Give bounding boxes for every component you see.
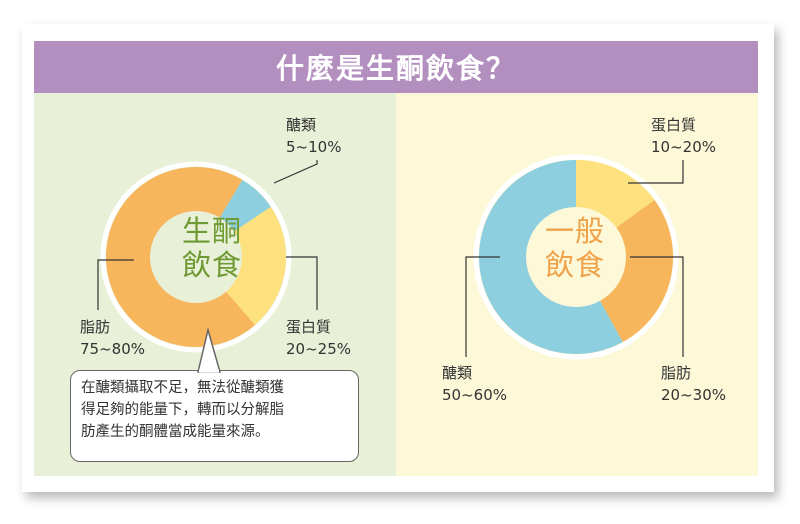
- keto-protein-label: 蛋白質 20~25%: [286, 318, 351, 358]
- note-text: 在醣類攝取不足，無法從醣類獲 得足夠的能量下，轉而以分解脂 肪產生的酮體當成能量…: [81, 380, 284, 440]
- donut-slice: [106, 167, 256, 348]
- leader-line: [630, 256, 684, 357]
- leader-line: [628, 160, 684, 184]
- leader-line: [286, 256, 318, 310]
- normal-fat-label: 脂肪 20~30%: [661, 364, 726, 404]
- keto-fat-label: 脂肪 75~80%: [80, 318, 145, 358]
- normal-center-label: 一般 飲食: [544, 214, 605, 282]
- donut-slice: [576, 160, 655, 228]
- keto-carbs-label: 醣類 5~10%: [286, 116, 342, 156]
- donut-slice: [226, 206, 287, 325]
- keto-center-label: 生酮 飲食: [181, 214, 242, 282]
- normal-carbs-label: 醣類 50~60%: [442, 364, 507, 404]
- note-callout: 在醣類攝取不足，無法從醣類獲 得足夠的能量下，轉而以分解脂 肪產生的酮體當成能量…: [70, 370, 359, 462]
- callout-tail: [197, 327, 221, 373]
- donut-slice: [600, 199, 673, 343]
- leader-line: [97, 259, 134, 310]
- normal-protein-label: 蛋白質 10~20%: [651, 116, 716, 156]
- page-title: 什麼是生酮飲食？: [275, 52, 516, 85]
- donut-slice: [478, 160, 623, 354]
- leader-line: [273, 160, 318, 184]
- title-bar: 什麼是生酮飲食？: [34, 41, 758, 93]
- donut-slice: [219, 179, 271, 232]
- leader-line: [465, 256, 500, 357]
